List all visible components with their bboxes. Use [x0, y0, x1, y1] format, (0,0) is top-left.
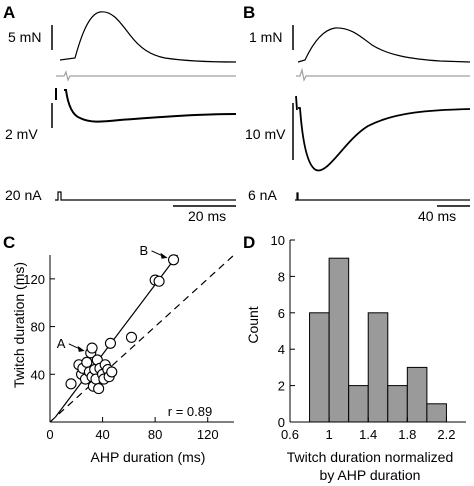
panel-b-force-scale-label: 1 mN [249, 29, 282, 45]
histogram-bar [387, 385, 408, 423]
panel-d: D 0.6 1 1.4 1.8 2.2 0 2 4 6 8 10 Twitch duration … [243, 233, 466, 483]
scatter-point [167, 254, 180, 266]
panel-a-current-trace [55, 191, 236, 201]
panel-d-bars [309, 257, 447, 423]
panel-b-voltage-trace [295, 95, 471, 172]
y-tick-label: 120 [23, 272, 45, 287]
panel-a-grey-trace [56, 70, 236, 82]
scatter-point [81, 356, 93, 368]
panel-a-voltage-scale-label: 2 mV [5, 126, 38, 142]
annotation-label: B [140, 243, 149, 258]
panel-b: B 1 mN 10 mV 6 nA 40 ms [243, 3, 471, 224]
panel-a-force-scale-label: 5 mN [8, 29, 41, 45]
y-tick-label: 2 [278, 379, 285, 394]
panel-c-x-axis-label: AHP duration (ms) [91, 449, 206, 465]
scatter-point [86, 342, 98, 354]
panel-a-time-scale-label: 20 ms [188, 208, 226, 224]
annotation-arrowhead [77, 345, 85, 352]
panel-b-voltage-scale-label: 10 mV [245, 126, 286, 142]
annotation-label: A [57, 336, 66, 351]
scatter-point [153, 275, 165, 287]
panel-d-x-axis-label-line-2: by AHP duration [320, 467, 421, 483]
panel-c-stat-text: r = 0.89 [168, 404, 212, 419]
y-tick-label: 0 [278, 415, 285, 430]
panel-a-voltage-trace [55, 88, 237, 123]
scatter-point [65, 378, 77, 390]
scatter-point [93, 383, 105, 395]
panel-d-label: D [243, 233, 255, 252]
panel-c-annotations: AB [57, 243, 168, 352]
x-tick-label: 1.4 [359, 427, 377, 442]
panel-a-force-trace [59, 11, 237, 63]
histogram-bar [406, 366, 428, 423]
panel-b-current-trace [295, 192, 470, 201]
x-tick-label: 2.2 [437, 427, 455, 442]
panel-c-points [65, 254, 180, 395]
histogram-bar [426, 403, 447, 423]
x-tick-label: 0.6 [281, 427, 299, 442]
y-tick-label: 4 [278, 342, 285, 357]
y-tick-label: 40 [31, 367, 45, 382]
panel-c-label: C [3, 233, 15, 252]
panel-d-x-axis-label-line-1: Twitch duration normalized [287, 449, 454, 465]
panel-a: A 5 mN 2 mV 20 nA 20 ms [3, 3, 237, 224]
x-tick-label: 80 [148, 427, 162, 442]
scatter-point [125, 331, 138, 343]
x-tick-label: 120 [197, 427, 219, 442]
x-tick-label: 1.8 [398, 427, 416, 442]
y-tick-label: 6 [278, 306, 285, 321]
y-tick-label: 80 [31, 320, 45, 335]
scatter-point [106, 366, 118, 378]
panel-b-force-trace [297, 27, 471, 63]
scatter-point [104, 337, 117, 349]
annotation-arrowhead [160, 252, 168, 259]
panel-b-grey-trace [296, 67, 470, 82]
panel-a-current-scale-label: 20 nA [5, 187, 42, 203]
panel-c-fit-lines [49, 254, 235, 423]
panel-b-time-scale-label: 40 ms [418, 208, 456, 224]
panel-d-x-ticks: 0.6 1 1.4 1.8 2.2 [281, 417, 455, 442]
histogram-bar [309, 312, 330, 423]
panel-c-x-ticks: 0 40 80 120 [46, 417, 219, 442]
panel-d-y-ticks: 0 2 4 6 8 10 [271, 233, 295, 430]
x-tick-label: 40 [95, 427, 109, 442]
x-tick-label: 0 [46, 427, 53, 442]
y-tick-label: 8 [278, 269, 285, 284]
panel-b-current-scale-label: 6 nA [248, 187, 277, 203]
panel-a-label: A [3, 3, 15, 22]
x-tick-label: 1 [325, 427, 332, 442]
panel-d-y-axis-label: Count [245, 306, 261, 343]
histogram-bar [367, 312, 389, 423]
panel-c-y-ticks: 40 80 120 [23, 272, 55, 382]
histogram-bar [348, 385, 369, 423]
identity-line [49, 254, 235, 423]
panel-b-label: B [243, 3, 255, 22]
histogram-bar [328, 257, 350, 423]
panel-c-y-axis-label: Twitch duration (ms) [11, 262, 27, 388]
y-tick-label: 10 [271, 233, 285, 248]
